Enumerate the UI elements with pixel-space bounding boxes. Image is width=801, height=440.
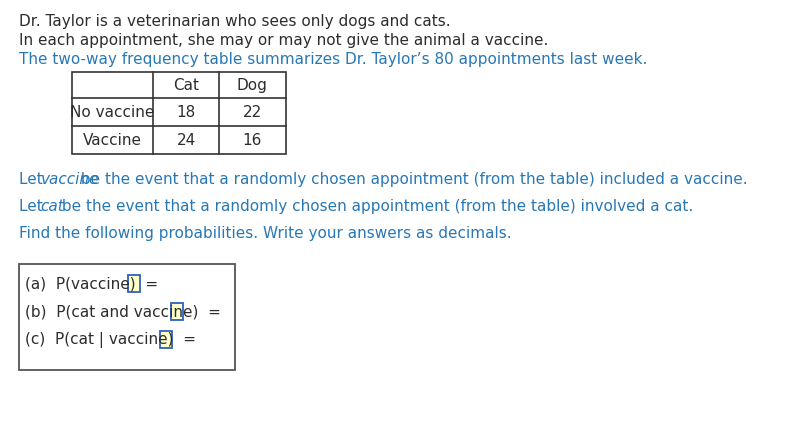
- Text: 24: 24: [176, 132, 195, 147]
- Text: Vaccine: Vaccine: [83, 132, 142, 147]
- Text: The two-way frequency table summarizes Dr. Taylor’s 80 appointments last week.: The two-way frequency table summarizes D…: [18, 52, 647, 67]
- Text: (c)  P(cat | vaccine)  =: (c) P(cat | vaccine) =: [26, 332, 201, 348]
- Bar: [171, 303, 183, 320]
- Text: Let: Let: [18, 199, 47, 214]
- Text: 18: 18: [176, 105, 195, 120]
- Text: cat: cat: [41, 199, 64, 214]
- Text: Cat: Cat: [173, 77, 199, 92]
- Text: vaccine: vaccine: [41, 172, 99, 187]
- Text: 22: 22: [243, 105, 262, 120]
- Text: In each appointment, she may or may not give the animal a vaccine.: In each appointment, she may or may not …: [18, 33, 548, 48]
- Text: No vaccine: No vaccine: [70, 105, 155, 120]
- Bar: [160, 331, 172, 348]
- Text: Find the following probabilities. Write your answers as decimals.: Find the following probabilities. Write …: [18, 226, 511, 241]
- Bar: [72, 72, 285, 154]
- Text: 16: 16: [243, 132, 262, 147]
- Text: Let: Let: [18, 172, 47, 187]
- Text: be the event that a randomly chosen appointment (from the table) involved a cat.: be the event that a randomly chosen appo…: [57, 199, 693, 214]
- Text: be the event that a randomly chosen appointment (from the table) included a vacc: be the event that a randomly chosen appo…: [76, 172, 748, 187]
- Bar: [128, 275, 140, 292]
- Text: Dog: Dog: [237, 77, 268, 92]
- Bar: [18, 264, 235, 370]
- Text: (a)  P(vaccine)  =: (a) P(vaccine) =: [26, 276, 163, 291]
- Text: (b)  P(cat and vaccine)  =: (b) P(cat and vaccine) =: [26, 304, 226, 319]
- Text: Dr. Taylor is a veterinarian who sees only dogs and cats.: Dr. Taylor is a veterinarian who sees on…: [18, 14, 450, 29]
